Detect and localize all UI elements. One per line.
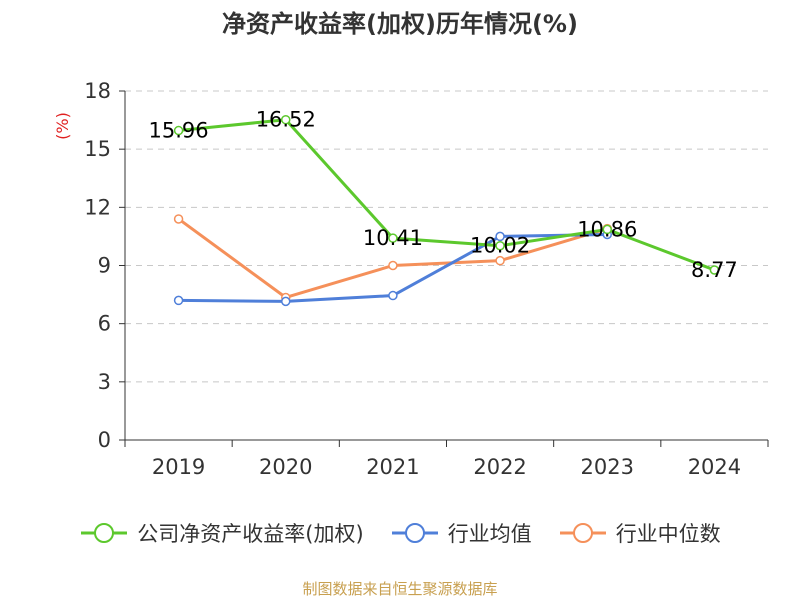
data-point-0 <box>281 114 291 125</box>
data-point-2 <box>173 214 184 224</box>
y-tick-label: 3 <box>98 370 111 394</box>
data-point-0 <box>602 224 612 235</box>
data-point-0 <box>709 265 720 275</box>
series-line-0 <box>178 118 715 272</box>
data-label: 10.02 <box>470 234 530 258</box>
legend-item[interactable]: 公司净资产收益率(加权) <box>79 518 364 548</box>
legend-marker <box>94 523 115 543</box>
legend-symbol <box>559 523 606 543</box>
data-point-2 <box>495 255 505 266</box>
legend-label: 公司净资产收益率(加权) <box>137 522 364 546</box>
data-label: 10.86 <box>577 217 637 241</box>
data-label: 8.77 <box>691 258 738 282</box>
legend-label: 行业均值 <box>447 522 532 546</box>
chart-legend: 公司净资产收益率(加权) 行业均值 行业中位数 <box>0 518 800 548</box>
data-label: 16.52 <box>256 108 316 132</box>
data-point-1 <box>173 295 184 306</box>
y-tick-label: 15 <box>84 137 111 161</box>
data-label: 15.96 <box>149 119 209 143</box>
legend-item[interactable]: 行业均值 <box>390 518 532 548</box>
data-point-1 <box>281 296 291 307</box>
y-tick-label: 9 <box>98 254 111 278</box>
x-tick-label: 2023 <box>581 455 634 479</box>
data-point-0 <box>495 240 505 251</box>
x-tick-label: 2019 <box>152 455 205 479</box>
data-point-0 <box>173 125 184 136</box>
source-note: 制图数据来自恒生聚源数据库 <box>302 580 498 598</box>
x-tick-label: 2024 <box>688 455 741 479</box>
legend-label: 行业中位数 <box>615 522 721 546</box>
legend-item[interactable]: 行业中位数 <box>558 518 721 548</box>
legend-symbol <box>391 523 438 543</box>
x-tick-label: 2021 <box>366 455 419 479</box>
data-label: 10.41 <box>363 226 423 250</box>
x-tick-label: 2022 <box>473 455 526 479</box>
y-tick-label: 6 <box>98 312 111 336</box>
chart-title: 净资产收益率(加权)历年情况(%) <box>222 10 578 38</box>
y-tick-label: 0 <box>98 428 111 452</box>
data-point-2 <box>388 260 398 271</box>
legend-marker <box>404 523 425 543</box>
legend-symbol <box>81 523 128 543</box>
x-tick-label: 2020 <box>259 455 312 479</box>
data-point-1 <box>495 231 505 242</box>
data-point-1 <box>388 290 398 301</box>
data-point-0 <box>388 233 398 243</box>
y-tick-label: 12 <box>84 195 111 219</box>
y-axis-label: (%) <box>53 112 72 140</box>
legend-marker <box>572 523 593 543</box>
y-tick-label: 18 <box>84 79 111 103</box>
